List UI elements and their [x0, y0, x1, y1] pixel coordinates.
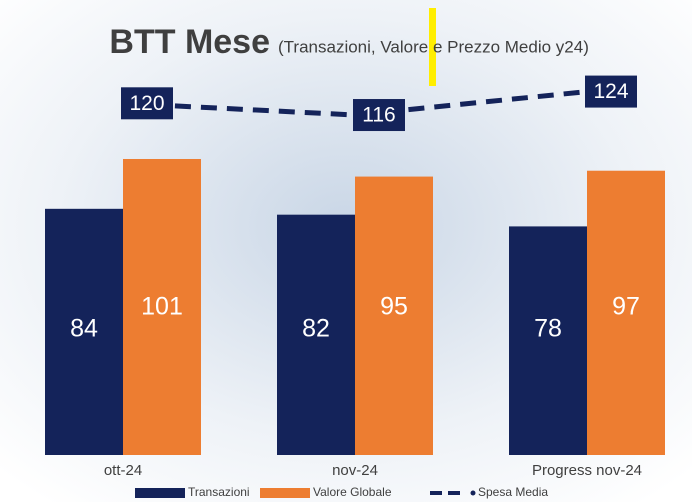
- x-tick-label: nov-24: [332, 462, 378, 479]
- data-label: 116: [362, 104, 395, 127]
- data-label: 82: [302, 315, 330, 343]
- data-label: 120: [129, 92, 164, 115]
- data-label: 84: [70, 315, 98, 343]
- chart-subtitle: (Transazioni, Valore e Prezzo Medio y24): [278, 37, 589, 56]
- legend-label: Valore Globale: [313, 485, 392, 499]
- data-label: 97: [612, 293, 640, 321]
- chart: BTT Mese (Transazioni, Valore e Prezzo M…: [0, 0, 692, 502]
- data-label: 124: [593, 80, 628, 103]
- x-tick-label: ott-24: [104, 462, 142, 479]
- data-label: 95: [380, 293, 408, 321]
- legend-label: Transazioni: [188, 485, 250, 499]
- data-label: 78: [534, 315, 562, 343]
- legend-label: Spesa Media: [478, 485, 548, 499]
- x-tick-label: Progress nov-24: [532, 462, 642, 479]
- legend-swatch: [471, 491, 476, 496]
- legend-swatch: [135, 488, 185, 498]
- data-label: 101: [141, 293, 183, 321]
- chart-title: BTT Mese: [109, 23, 270, 61]
- legend-swatch: [260, 488, 310, 498]
